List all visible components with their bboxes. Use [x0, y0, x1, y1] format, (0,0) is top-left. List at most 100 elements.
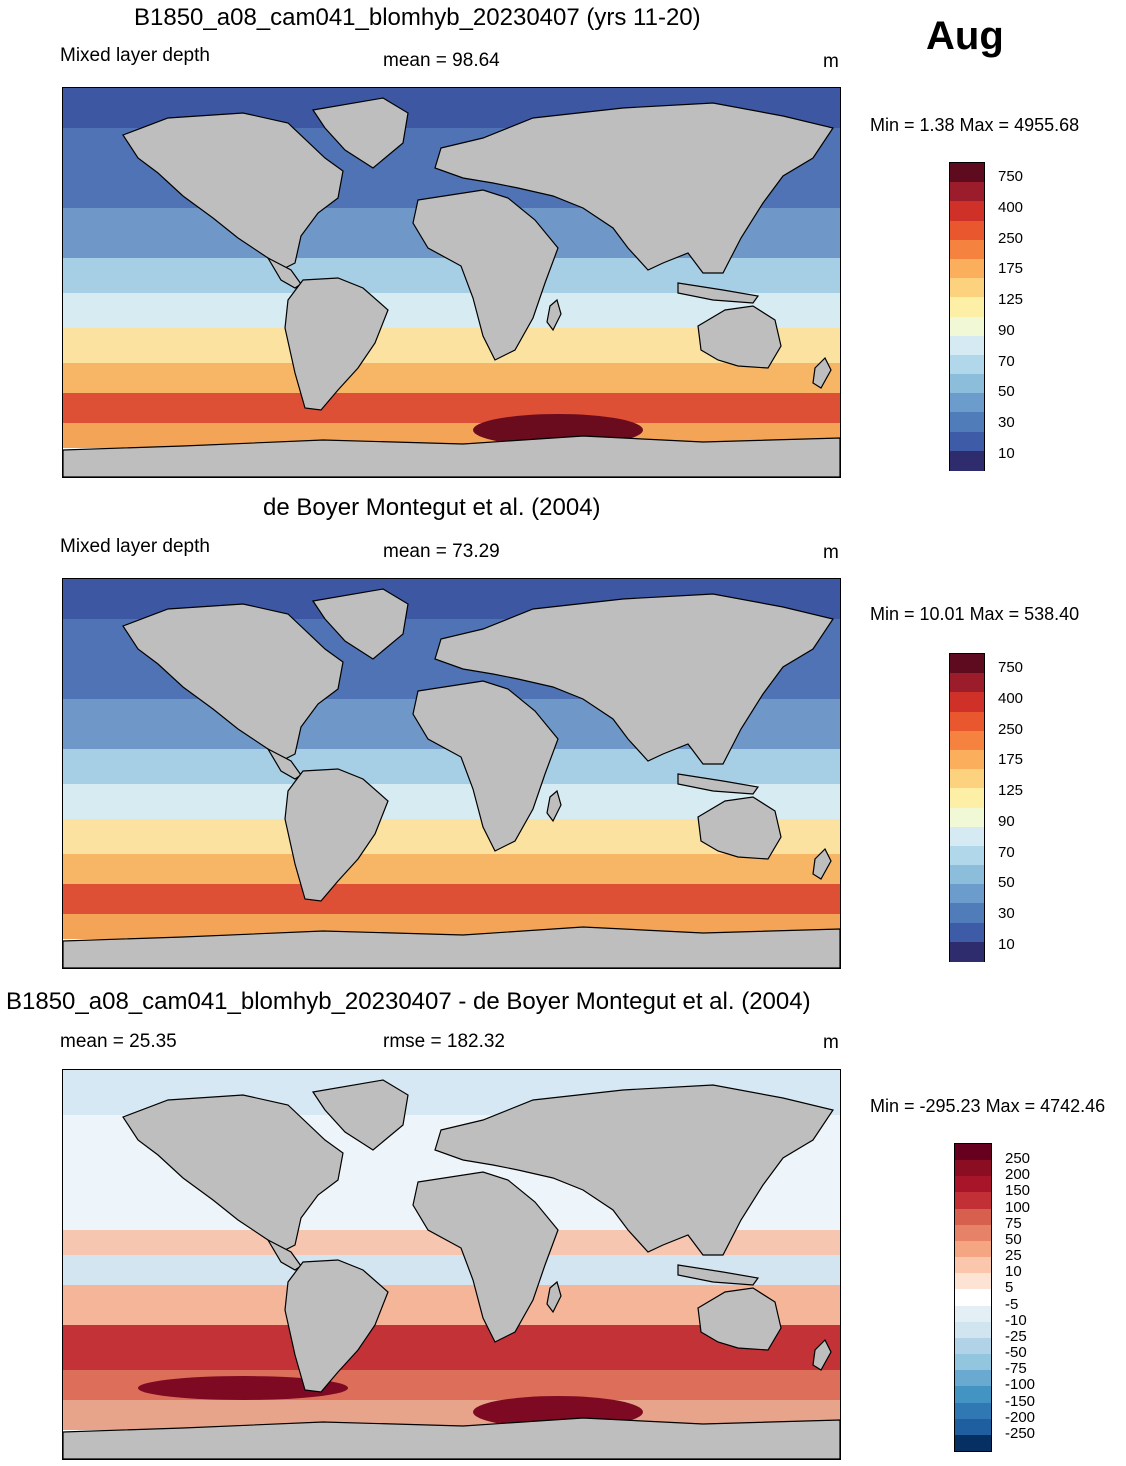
panel-left-label: mean = 25.35	[60, 1031, 177, 1052]
colorbar-label: 400	[998, 199, 1024, 217]
colorbar-swatch	[950, 807, 984, 828]
panel-units: m	[823, 1032, 839, 1053]
colorbar-label: 100	[1005, 1198, 1031, 1216]
colorbar-label: 175	[998, 260, 1024, 278]
colorbar-swatch	[950, 412, 984, 433]
landmass-greenland	[311, 97, 409, 169]
colorbar-swatch	[955, 1386, 991, 1404]
colorbar-label: -75	[1005, 1360, 1027, 1378]
landmass-new-zealand	[812, 847, 832, 880]
landmass-north-america	[122, 1094, 344, 1253]
map-plot	[63, 1070, 840, 1459]
landmass-new-zealand	[812, 356, 832, 389]
colorbar-label: 175	[998, 751, 1024, 769]
colorbar-swatch	[955, 1144, 991, 1161]
colorbar-swatch	[950, 297, 984, 317]
colorbar-label: 10	[1005, 1263, 1022, 1281]
colorbar-swatch	[950, 845, 984, 866]
month-label: Aug	[926, 14, 1004, 58]
colorbar-label: -25	[1005, 1327, 1027, 1345]
colorbar-obs	[949, 653, 985, 962]
colorbar-label: -5	[1005, 1295, 1019, 1313]
landmass-indonesia	[677, 282, 760, 304]
colorbar-swatch	[955, 1176, 991, 1193]
colorbar-swatch	[955, 1305, 991, 1323]
landmass-south-america	[284, 768, 389, 902]
landmass-africa	[412, 1171, 559, 1343]
panel-title: B1850_a08_cam041_blomhyb_20230407 (yrs 1…	[134, 4, 701, 31]
colorbar-label: -250	[1005, 1424, 1036, 1442]
colorbar-swatch	[955, 1434, 991, 1452]
colorbar-swatch	[950, 788, 984, 808]
colorbar-model	[949, 162, 985, 471]
colorbar-label: 70	[998, 843, 1015, 861]
panel-center-label: mean = 98.64	[383, 50, 500, 71]
colorbar-swatch	[955, 1321, 991, 1339]
landmass-africa	[412, 680, 559, 852]
colorbar-label: 10	[998, 444, 1015, 462]
landmass-south-america	[284, 1259, 389, 1393]
minmax-label: Min = 1.38 Max = 4955.68	[870, 115, 1080, 135]
colorbar-swatch	[955, 1370, 991, 1387]
landmass-north-america	[122, 112, 344, 271]
colorbar-swatch	[950, 431, 984, 452]
colorbar-swatch	[955, 1160, 991, 1177]
colorbar-label: -200	[1005, 1408, 1036, 1426]
landmass-australia	[697, 796, 782, 860]
landmass-new-zealand	[812, 1338, 832, 1371]
colorbar-label: 125	[998, 291, 1024, 309]
colorbar-swatch	[950, 278, 984, 298]
colorbar-swatch	[955, 1273, 991, 1290]
colorbar-swatch	[950, 450, 984, 471]
colorbar-swatch	[950, 941, 984, 962]
colorbar-swatch	[950, 749, 984, 770]
panel-left-label: Mixed layer depth	[60, 45, 210, 66]
colorbar-label: 50	[1005, 1230, 1022, 1248]
colorbar-label: 200	[1005, 1166, 1031, 1184]
colorbar-swatch	[950, 163, 984, 183]
panel-center-label: mean = 73.29	[383, 541, 500, 562]
colorbar-swatch	[950, 316, 984, 337]
landmass-africa	[412, 189, 559, 361]
panel-units: m	[823, 51, 839, 72]
colorbar-label: 75	[1005, 1214, 1022, 1232]
landmass-indonesia	[677, 1264, 760, 1286]
colorbar-label: 250	[1005, 1150, 1031, 1168]
landmass-madagascar	[546, 298, 562, 332]
map-obs	[62, 578, 841, 969]
minmax-label: Min = 10.01 Max = 538.40	[870, 604, 1080, 624]
colorbar-swatch	[955, 1337, 991, 1355]
colorbar-swatch	[950, 220, 984, 241]
landmass-antarctica	[63, 1417, 840, 1459]
colorbar-swatch	[950, 769, 984, 789]
colorbar-swatch	[950, 711, 984, 732]
colorbar-swatch	[950, 826, 984, 847]
landmass-madagascar	[546, 789, 562, 823]
panel-units: m	[823, 542, 839, 563]
colorbar-label: -10	[1005, 1311, 1027, 1329]
colorbar-swatch	[955, 1354, 991, 1371]
ocean-band	[63, 363, 840, 393]
minmax-label: Min = -295.23 Max = 4742.46	[870, 1096, 1106, 1116]
colorbar-label: 400	[998, 690, 1024, 708]
landmass-greenland	[311, 588, 409, 660]
panel-center-label: rmse = 182.32	[383, 1031, 505, 1052]
map-plot	[63, 88, 840, 477]
colorbar-label: 30	[998, 904, 1015, 922]
colorbar-label: 90	[998, 812, 1015, 830]
colorbar-swatch	[955, 1402, 991, 1420]
landmass-antarctica	[63, 435, 840, 477]
colorbar-swatch	[955, 1192, 991, 1210]
colorbar-label: 125	[998, 782, 1024, 800]
colorbar-swatch	[950, 374, 984, 394]
colorbar-swatch	[955, 1257, 991, 1274]
colorbar-label: 50	[998, 383, 1015, 401]
landmass-australia	[697, 305, 782, 369]
landmass-north-america	[122, 603, 344, 762]
colorbar-swatch	[950, 393, 984, 413]
panel-left-label: Mixed layer depth	[60, 536, 210, 557]
colorbar-label: 750	[998, 659, 1024, 677]
colorbar-label: 10	[998, 935, 1015, 953]
colorbar-swatch	[950, 258, 984, 279]
landmass-eurasia	[434, 102, 834, 274]
